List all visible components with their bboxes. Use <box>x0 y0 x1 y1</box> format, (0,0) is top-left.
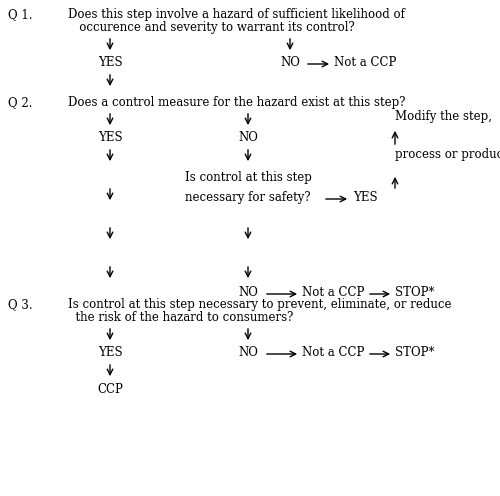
Text: Not a CCP: Not a CCP <box>302 346 364 359</box>
Text: Does this step involve a hazard of sufficient likelihood of: Does this step involve a hazard of suffi… <box>68 8 405 21</box>
Text: NO: NO <box>238 131 258 144</box>
Text: CCP: CCP <box>97 383 123 396</box>
Text: NO: NO <box>280 56 300 69</box>
Text: YES: YES <box>98 56 122 69</box>
Text: STOP*: STOP* <box>395 346 434 359</box>
Text: NO: NO <box>238 346 258 359</box>
Text: Q 2.: Q 2. <box>8 96 32 109</box>
Text: necessary for safety?: necessary for safety? <box>185 191 311 204</box>
Text: YES: YES <box>98 346 122 359</box>
Text: Q 1.: Q 1. <box>8 8 32 21</box>
Text: STOP*: STOP* <box>395 286 434 299</box>
Text: Modify the step,: Modify the step, <box>395 110 492 123</box>
Text: process or product: process or product <box>395 148 500 161</box>
Text: NO: NO <box>238 286 258 299</box>
Text: YES: YES <box>353 191 378 204</box>
Text: Is control at this step necessary to prevent, eliminate, or reduce: Is control at this step necessary to pre… <box>68 298 452 311</box>
Text: Q 3.: Q 3. <box>8 298 32 311</box>
Text: Not a CCP: Not a CCP <box>302 286 364 299</box>
Text: occurence and severity to warrant its control?: occurence and severity to warrant its co… <box>68 21 355 34</box>
Text: YES: YES <box>98 131 122 144</box>
Text: Not a CCP: Not a CCP <box>334 56 396 69</box>
Text: the risk of the hazard to consumers?: the risk of the hazard to consumers? <box>68 311 294 324</box>
Text: Does a control measure for the hazard exist at this step?: Does a control measure for the hazard ex… <box>68 96 406 109</box>
Text: Is control at this step: Is control at this step <box>184 171 312 184</box>
